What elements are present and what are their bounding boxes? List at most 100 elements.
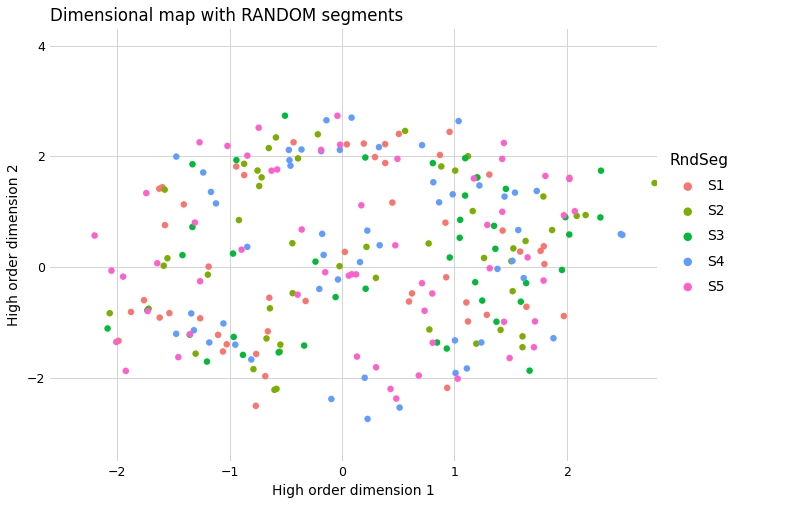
S1 [220,340,233,348]
S5 [140,189,153,197]
S4 [372,143,385,151]
S5 [319,268,332,276]
S1 [250,350,263,358]
S4 [283,146,296,154]
S1 [392,130,405,138]
S2 [286,289,299,297]
S4 [361,415,374,423]
S2 [506,287,519,295]
S2 [263,144,276,152]
S3 [441,344,453,352]
S5 [110,338,123,346]
S4 [317,251,330,259]
S1 [496,227,509,235]
S1 [357,139,370,147]
S5 [331,112,344,120]
S5 [483,264,496,272]
S5 [345,270,358,278]
S3 [186,160,199,168]
S4 [203,338,215,346]
S3 [141,306,154,314]
S1 [513,247,526,256]
S3 [523,367,536,375]
S1 [153,185,166,193]
S2 [264,305,276,313]
S5 [521,254,534,262]
S5 [350,270,363,278]
S4 [616,231,629,239]
S5 [481,221,493,229]
S3 [176,251,189,259]
S5 [426,339,439,347]
S1 [386,198,399,207]
S4 [284,162,297,170]
S4 [491,265,504,273]
S2 [423,325,436,333]
S1 [557,312,570,320]
S3 [514,297,527,306]
S4 [517,274,530,282]
S4 [353,258,366,266]
S1 [259,372,272,380]
S3 [236,351,249,359]
S2 [399,127,412,135]
S1 [537,242,550,250]
S2 [159,186,171,194]
S2 [545,226,558,234]
S5 [183,330,196,338]
S4 [475,338,488,346]
S5 [569,207,582,215]
S4 [325,395,338,403]
S3 [183,331,196,339]
S5 [496,155,509,163]
S3 [490,318,503,326]
S3 [359,154,372,162]
S2 [360,243,373,251]
S5 [235,245,248,254]
S4 [547,334,560,342]
S3 [500,185,513,193]
S1 [440,273,453,281]
S1 [249,402,262,410]
S2 [232,216,245,224]
S5 [384,385,397,393]
S5 [241,152,254,160]
S3 [200,358,213,366]
S2 [189,349,202,358]
S2 [238,160,251,168]
S1 [483,171,496,179]
S2 [103,309,116,317]
S3 [298,341,311,349]
S3 [443,254,456,262]
S2 [292,155,304,163]
S1 [159,221,171,229]
S3 [101,324,114,332]
S5 [426,289,439,297]
S5 [265,167,278,175]
S4 [449,336,461,344]
S1 [563,174,576,182]
S3 [563,230,576,238]
S4 [313,285,326,293]
S2 [466,207,479,215]
S4 [446,190,459,198]
S1 [433,151,446,159]
S3 [488,222,501,230]
S1 [340,140,353,148]
S2 [253,182,266,190]
S4 [315,147,328,155]
S4 [229,340,242,348]
S4 [187,326,200,334]
S2 [470,340,483,348]
S5 [188,219,201,227]
S5 [390,394,403,402]
S3 [470,174,483,182]
S3 [227,333,240,341]
S4 [530,187,543,195]
S5 [537,277,550,285]
S4 [449,369,462,377]
S2 [461,152,474,160]
S1 [211,331,224,339]
S1 [481,311,493,319]
S2 [519,237,532,245]
